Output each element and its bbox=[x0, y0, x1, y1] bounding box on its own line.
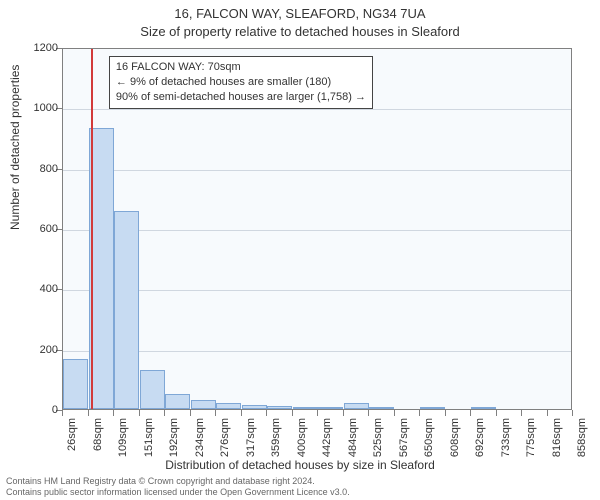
bar bbox=[63, 359, 88, 409]
title-sub: Size of property relative to detached ho… bbox=[0, 24, 600, 39]
x-tick-mark bbox=[496, 410, 497, 416]
bar bbox=[293, 407, 318, 409]
gridline bbox=[63, 109, 571, 110]
info-line-2: ← 9% of detached houses are smaller (180… bbox=[116, 75, 366, 90]
y-tick-label: 200 bbox=[18, 344, 58, 356]
plot-area: 16 FALCON WAY: 70sqm ← 9% of detached ho… bbox=[62, 48, 572, 410]
x-tick-mark bbox=[394, 410, 395, 416]
info-line-3: 90% of semi-detached houses are larger (… bbox=[116, 90, 366, 105]
x-tick-mark bbox=[190, 410, 191, 416]
bar bbox=[369, 407, 394, 409]
x-tick-mark bbox=[317, 410, 318, 416]
x-tick-mark bbox=[445, 410, 446, 416]
x-tick-mark bbox=[521, 410, 522, 416]
footer-line-1: Contains HM Land Registry data © Crown c… bbox=[6, 476, 350, 487]
bar bbox=[140, 370, 165, 409]
x-tick-mark bbox=[62, 410, 63, 416]
gridline bbox=[63, 170, 571, 171]
x-tick-mark bbox=[292, 410, 293, 416]
x-tick-mark bbox=[139, 410, 140, 416]
bar bbox=[344, 403, 369, 409]
x-tick-mark bbox=[470, 410, 471, 416]
x-tick-mark bbox=[343, 410, 344, 416]
footer-line-2: Contains public sector information licen… bbox=[6, 487, 350, 498]
x-tick-mark bbox=[88, 410, 89, 416]
y-tick-label: 400 bbox=[18, 283, 58, 295]
chart-container: 16, FALCON WAY, SLEAFORD, NG34 7UA Size … bbox=[0, 0, 600, 500]
x-tick-mark bbox=[368, 410, 369, 416]
bar bbox=[216, 403, 241, 409]
info-line-1: 16 FALCON WAY: 70sqm bbox=[116, 60, 366, 75]
x-tick-mark bbox=[215, 410, 216, 416]
x-tick-mark bbox=[572, 410, 573, 416]
x-tick-mark bbox=[113, 410, 114, 416]
x-tick-mark bbox=[547, 410, 548, 416]
bar bbox=[471, 407, 496, 409]
y-tick-label: 1000 bbox=[18, 102, 58, 114]
bar bbox=[242, 405, 267, 409]
bar bbox=[318, 407, 343, 409]
y-tick-label: 1200 bbox=[18, 42, 58, 54]
x-tick-mark bbox=[164, 410, 165, 416]
marker-line bbox=[91, 49, 93, 409]
x-tick-mark bbox=[266, 410, 267, 416]
title-main: 16, FALCON WAY, SLEAFORD, NG34 7UA bbox=[0, 6, 600, 21]
bar bbox=[191, 400, 216, 409]
bar bbox=[267, 406, 292, 409]
x-tick-mark bbox=[241, 410, 242, 416]
y-tick-label: 0 bbox=[18, 404, 58, 416]
info-box: 16 FALCON WAY: 70sqm ← 9% of detached ho… bbox=[109, 56, 373, 109]
bar bbox=[165, 394, 190, 409]
bar bbox=[420, 407, 445, 409]
x-tick-mark bbox=[419, 410, 420, 416]
y-tick-label: 800 bbox=[18, 163, 58, 175]
y-axis-label: Number of detached properties bbox=[8, 65, 22, 230]
x-axis-label: Distribution of detached houses by size … bbox=[0, 458, 600, 472]
footer: Contains HM Land Registry data © Crown c… bbox=[6, 476, 350, 498]
bar bbox=[114, 211, 139, 409]
y-tick-label: 600 bbox=[18, 223, 58, 235]
